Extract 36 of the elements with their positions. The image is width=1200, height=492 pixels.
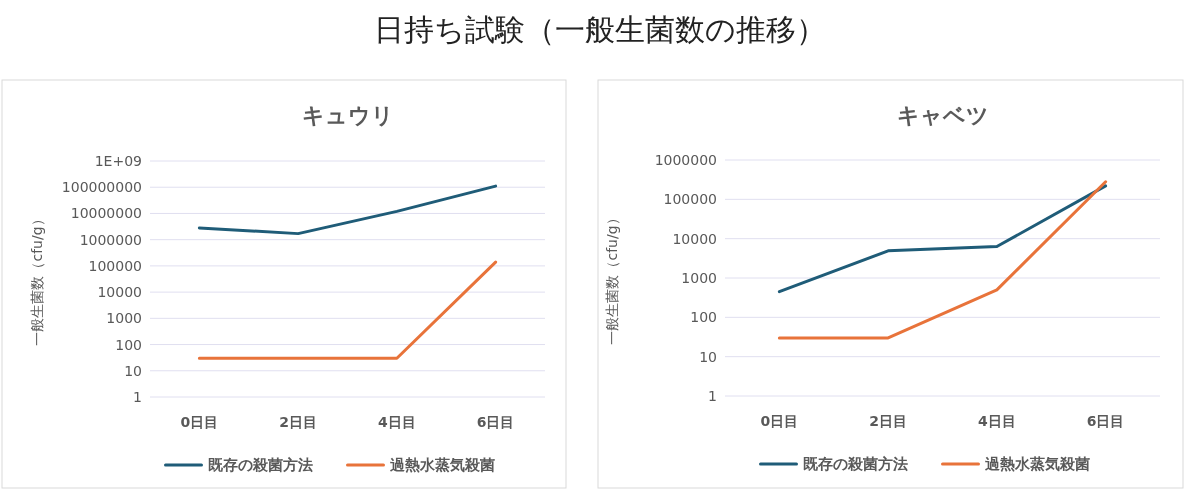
y-tick-label: 1000000 bbox=[79, 231, 142, 248]
y-tick-label: 10000 bbox=[97, 284, 142, 301]
y-tick-label: 1000000 bbox=[654, 152, 717, 168]
y-tick-label: 10000 bbox=[672, 230, 717, 247]
legend-label: 既存の殺菌方法 bbox=[207, 456, 313, 474]
y-tick-label: 1000 bbox=[106, 310, 142, 327]
legend-label: 過熱水蒸気殺菌 bbox=[983, 455, 1090, 473]
x-tick-label: 4日目 bbox=[378, 414, 416, 430]
x-tick-label: 6日目 bbox=[476, 414, 515, 430]
chart-title: キュウリ bbox=[301, 103, 394, 128]
text: 日持ち試験（一般生菌数の推移） bbox=[374, 12, 826, 47]
y-tick-label: 1000 bbox=[681, 270, 717, 286]
y-tick-label: 10000000 bbox=[70, 205, 142, 222]
chart-title: キャベツ bbox=[896, 103, 989, 128]
y-tick-label: 100000 bbox=[663, 191, 717, 208]
y-tick-label: 100 bbox=[115, 336, 142, 353]
x-tick-label: 0日目 bbox=[760, 413, 799, 429]
y-tick-label: 100000 bbox=[88, 257, 142, 274]
y-tick-label: 1 bbox=[133, 389, 142, 405]
y-tick-label: 100 bbox=[690, 309, 717, 326]
x-tick-label: 2日目 bbox=[279, 414, 317, 430]
x-tick-label: 0日目 bbox=[180, 414, 219, 430]
legend-label: 既存の殺菌方法 bbox=[802, 455, 908, 473]
y-tick-label: 100000000 bbox=[61, 179, 142, 196]
y-tick-label: 1 bbox=[708, 388, 717, 404]
line-series bbox=[197, 184, 498, 236]
x-tick-label: 4日目 bbox=[978, 413, 1016, 429]
y-axis-title: 一般生菌数（cfu/g） bbox=[604, 211, 620, 345]
x-tick-label: 2日目 bbox=[869, 413, 907, 429]
line-series bbox=[777, 184, 1108, 294]
y-axis-title: 一般生菌数（cfu/g） bbox=[29, 212, 45, 346]
y-tick-label: 1E+09 bbox=[94, 153, 142, 169]
y-tick-label: 10 bbox=[699, 348, 717, 365]
x-tick-label: 6日目 bbox=[1086, 413, 1125, 429]
y-tick-label: 10 bbox=[124, 362, 142, 379]
legend-label: 過熱水蒸気殺菌 bbox=[388, 456, 495, 474]
